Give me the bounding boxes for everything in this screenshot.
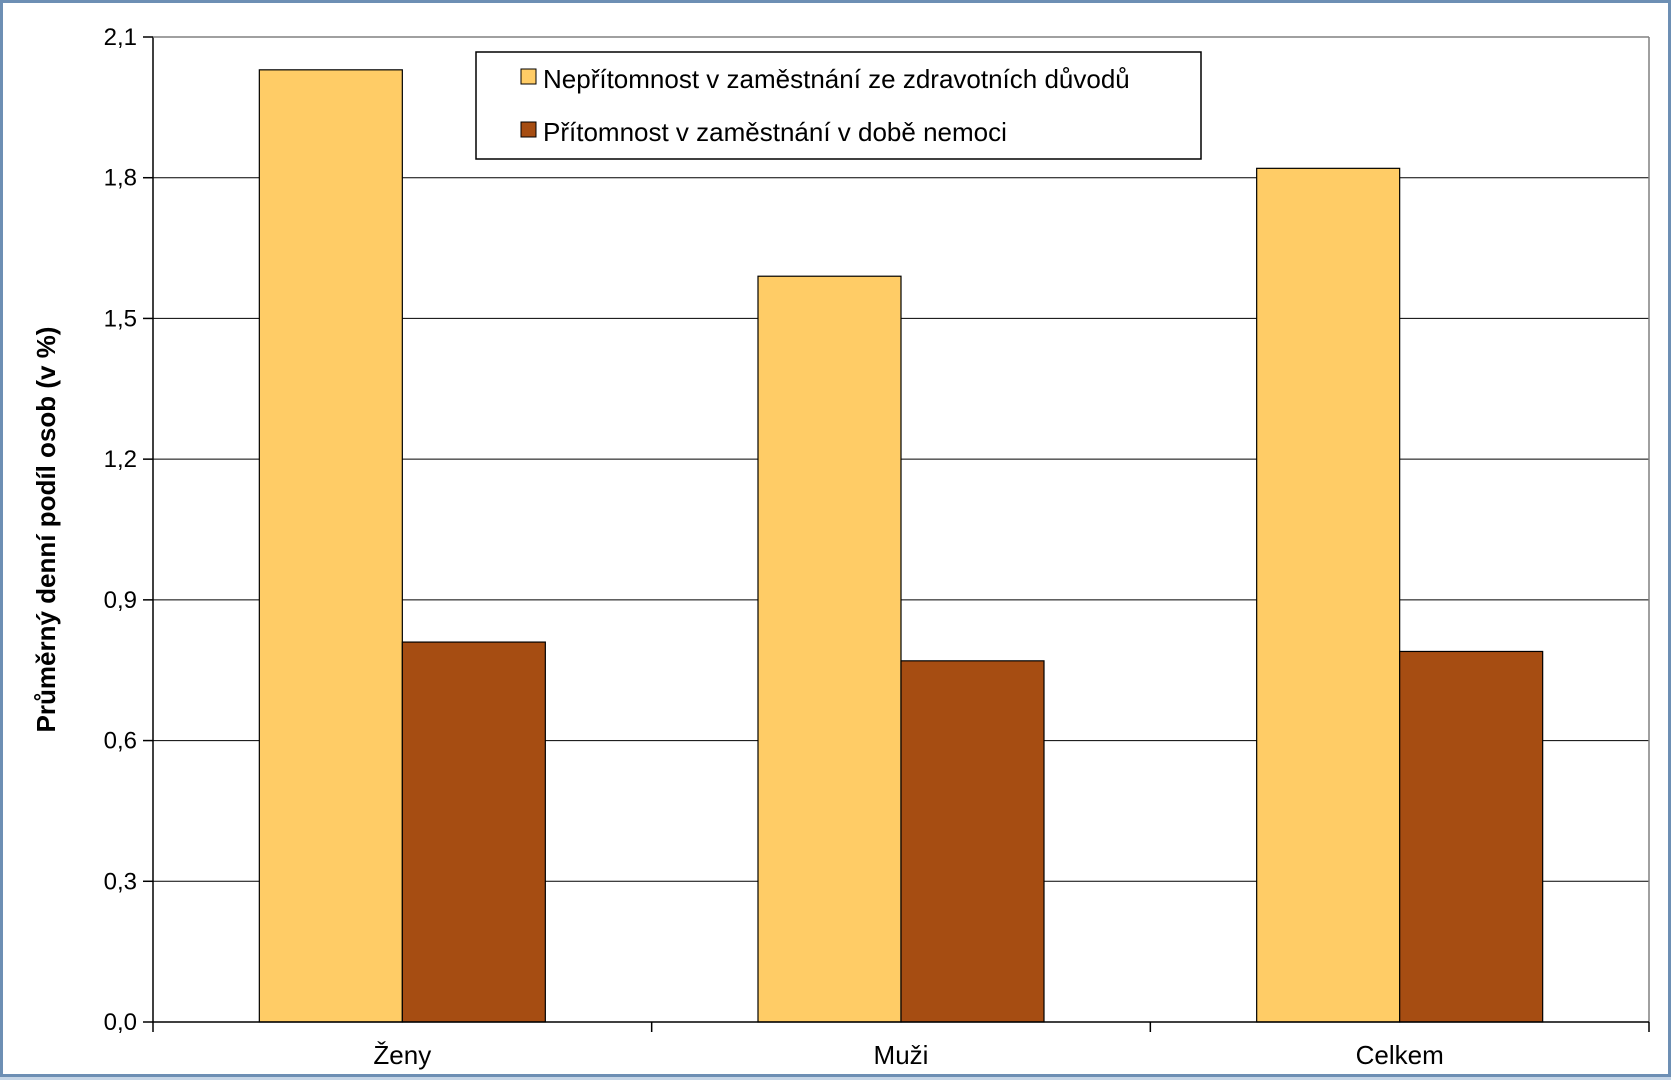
y-tick-label: 0,0 bbox=[104, 1009, 137, 1036]
legend-label-presenteeism: Přítomnost v zaměstnání v době nemoci bbox=[543, 117, 1007, 147]
axes bbox=[143, 36, 1650, 1032]
bar-Celkem-absence bbox=[1256, 167, 1401, 1023]
y-tick-label: 1,2 bbox=[104, 446, 137, 473]
bars bbox=[258, 69, 1544, 1023]
bar-Muži-absence bbox=[757, 275, 902, 1023]
bar-Celkem-presenteeism bbox=[1399, 650, 1544, 1023]
y-tick-label: 0,3 bbox=[104, 868, 137, 895]
y-axis-title: Průměrný denní podíl osob (v %) bbox=[31, 327, 61, 733]
y-tick-label: 0,9 bbox=[104, 587, 137, 614]
y-tick-labels: 0,0 0,3 0,6 0,9 1,2 1,5 1,8 2,1 bbox=[104, 24, 137, 1036]
legend: Nepřítomnost v zaměstnání ze zdravotních… bbox=[475, 51, 1202, 160]
legend-box bbox=[475, 51, 1202, 160]
y-tick-label: 2,1 bbox=[104, 24, 137, 51]
legend-swatch-presenteeism bbox=[520, 121, 537, 138]
bar-Ženy-presenteeism bbox=[401, 641, 546, 1023]
legend-swatch-absence bbox=[520, 68, 537, 85]
y-tick-label: 1,8 bbox=[104, 165, 137, 192]
x-tick-labels: Ženy Muži Celkem bbox=[373, 1040, 1443, 1070]
bar-Ženy-absence bbox=[258, 69, 403, 1023]
x-tick-label: Ženy bbox=[373, 1040, 431, 1070]
bar-Muži-presenteeism bbox=[900, 660, 1045, 1023]
legend-label-absence: Nepřítomnost v zaměstnání ze zdravotních… bbox=[543, 64, 1130, 94]
y-tick-label: 1,5 bbox=[104, 305, 137, 332]
x-tick-label: Celkem bbox=[1356, 1040, 1444, 1070]
x-tick-label: Muži bbox=[874, 1040, 929, 1070]
y-tick-label: 0,6 bbox=[104, 728, 137, 755]
bar-chart: 0,00,30,60,91,21,51,82,1 Ženy Muži Celkem … bbox=[31, 24, 1650, 1070]
